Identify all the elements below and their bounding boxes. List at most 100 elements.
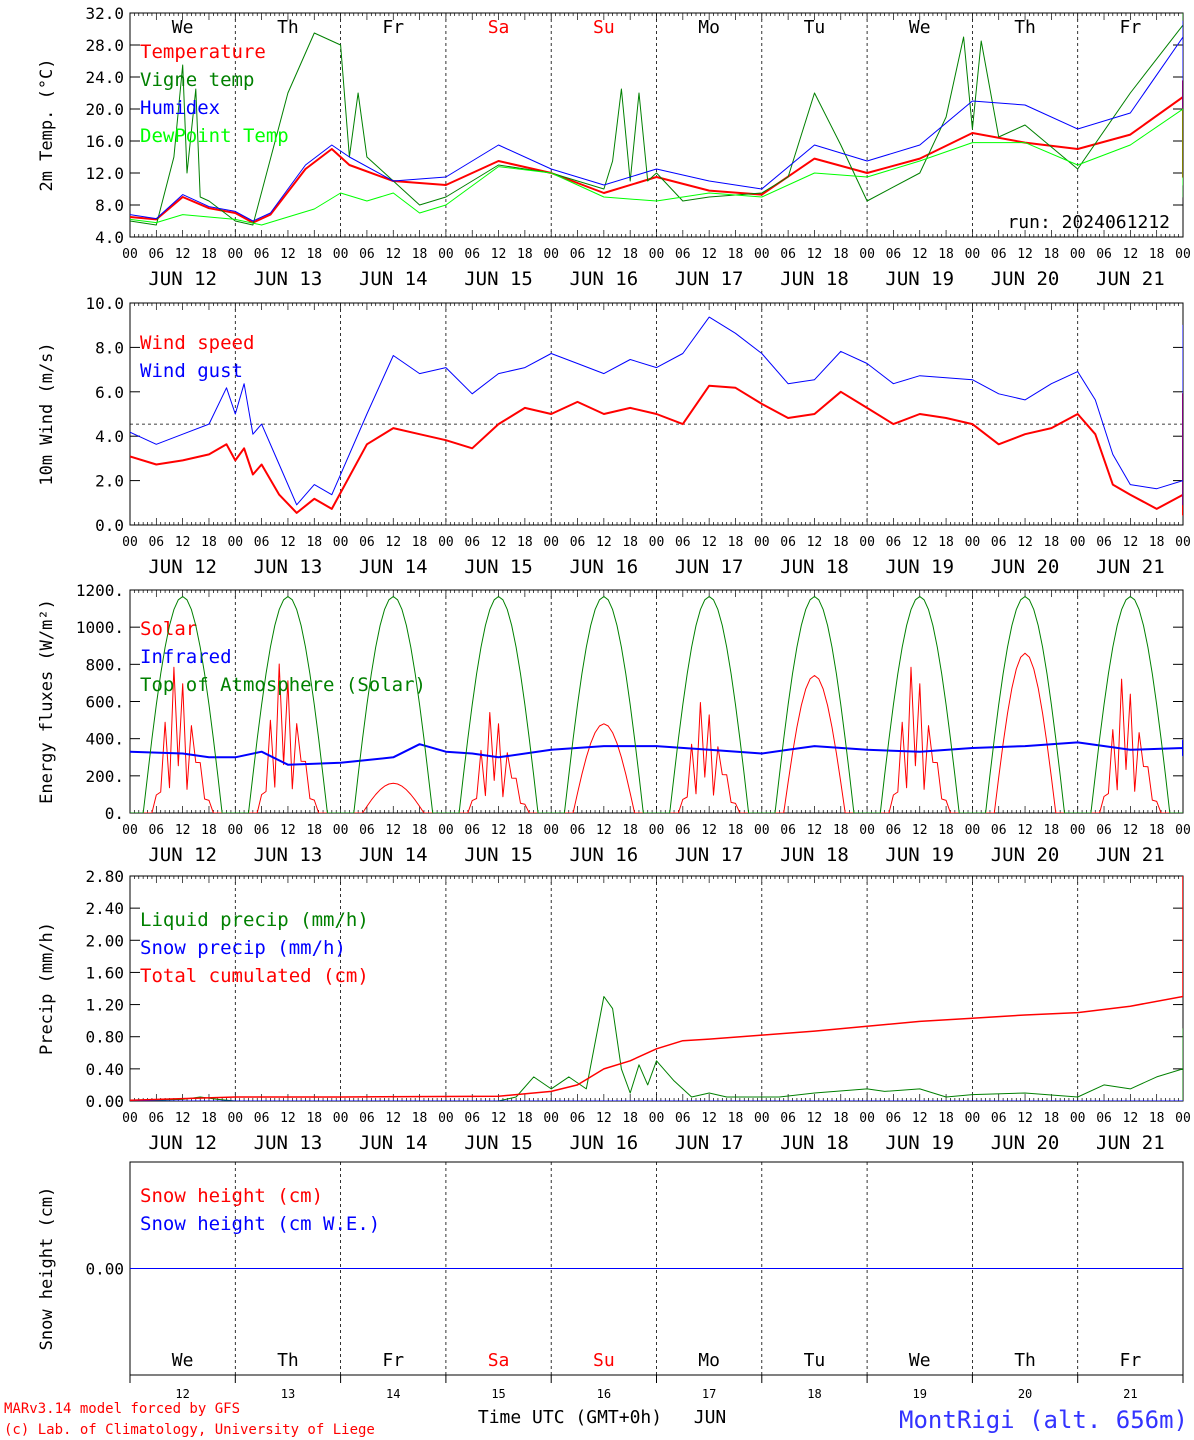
hour-label: 18: [201, 535, 217, 550]
hour-label: 00: [649, 823, 665, 838]
hour-label: 06: [886, 823, 902, 838]
day-label: Tu: [804, 17, 826, 38]
hour-label: 00: [754, 823, 770, 838]
hour-label: 12: [596, 823, 612, 838]
y-tick-label: 1000.: [76, 618, 124, 637]
y-tick-label: 1.20: [85, 996, 124, 1015]
day-label: Tu: [804, 1350, 826, 1371]
y-tick-label: 6.0: [95, 383, 124, 402]
hour-label: 00: [122, 247, 138, 262]
hour-label: 12: [596, 1111, 612, 1126]
hour-label: 18: [412, 823, 428, 838]
hour-label: 18: [938, 535, 954, 550]
date-number: 16: [597, 1387, 611, 1401]
day-label: Th: [1014, 17, 1036, 38]
hour-label: 18: [306, 247, 322, 262]
hour-label: 06: [886, 535, 902, 550]
hour-label: 18: [728, 823, 744, 838]
day-label: Sa: [488, 1350, 510, 1371]
hour-label: 12: [701, 1111, 717, 1126]
hour-label: 00: [649, 247, 665, 262]
hour-label: 06: [780, 535, 796, 550]
hour-label: 00: [122, 1111, 138, 1126]
date-label: JUN 15: [464, 268, 533, 290]
day-label: Su: [593, 1350, 615, 1371]
legend-temperature: Temperature: [140, 41, 266, 63]
hour-label: 06: [570, 823, 586, 838]
hour-label: 00: [754, 247, 770, 262]
hour-label: 06: [886, 247, 902, 262]
series-infrared: [130, 739, 1183, 766]
y-tick-label: 1200.: [76, 581, 124, 600]
y-tick-label: 16.0: [85, 132, 124, 151]
hour-label: 00: [1070, 247, 1086, 262]
hour-label: 00: [859, 247, 875, 262]
hour-label: 18: [1149, 247, 1165, 262]
y-tick-label: 4.0: [95, 228, 124, 247]
y-axis-label: Energy fluxes (W/m²): [37, 599, 57, 804]
hour-label: 00: [438, 247, 454, 262]
hour-label: 12: [175, 823, 191, 838]
hour-label: 12: [701, 247, 717, 262]
hour-label: 00: [649, 1111, 665, 1126]
series-top-of-atmosphere-solar: [130, 596, 1183, 813]
series-solar: [130, 652, 1183, 813]
run-label: run: 2024061212: [1007, 212, 1170, 233]
hour-label: 06: [148, 823, 164, 838]
hour-label: 18: [1044, 823, 1060, 838]
hour-label: 00: [543, 535, 559, 550]
y-tick-label: 1.60: [85, 963, 124, 982]
hour-label: 12: [1123, 1111, 1139, 1126]
hour-label: 12: [280, 535, 296, 550]
hour-label: 06: [1096, 1111, 1112, 1126]
hour-label: 18: [306, 823, 322, 838]
date-label: JUN 16: [570, 844, 639, 866]
hour-label: 18: [1149, 1111, 1165, 1126]
hour-label: 12: [912, 1111, 928, 1126]
hour-label: 12: [491, 1111, 507, 1126]
y-tick-label: 400.: [85, 730, 124, 749]
hour-label: 00: [333, 1111, 349, 1126]
hour-label: 00: [227, 247, 243, 262]
hour-label: 00: [1070, 823, 1086, 838]
hour-label: 00: [227, 1111, 243, 1126]
hour-label: 12: [807, 1111, 823, 1126]
date-number: 15: [491, 1387, 505, 1401]
hour-label: 18: [1044, 247, 1060, 262]
series-temperature: [130, 80, 1183, 224]
day-label: Fr: [382, 1350, 404, 1371]
day-label: Mo: [698, 17, 720, 38]
hour-label: 06: [148, 247, 164, 262]
hour-label: 12: [385, 1111, 401, 1126]
hour-label: 06: [570, 1111, 586, 1126]
hour-label: 00: [1070, 535, 1086, 550]
hour-label: 18: [1149, 535, 1165, 550]
hour-label: 00: [227, 823, 243, 838]
y-tick-label: 0.: [105, 804, 124, 823]
hour-label: 06: [148, 1111, 164, 1126]
date-label: JUN 20: [991, 844, 1060, 866]
date-label: JUN 16: [570, 268, 639, 290]
hour-label: 18: [201, 1111, 217, 1126]
y-tick-label: 4.0: [95, 427, 124, 446]
date-label: JUN 17: [675, 556, 744, 578]
y-tick-label: 2.40: [85, 899, 124, 918]
hour-label: 06: [780, 1111, 796, 1126]
lab-credit: (c) Lab. of Climatology, University of L…: [4, 1422, 375, 1438]
hour-label: 12: [596, 247, 612, 262]
hour-label: 18: [938, 247, 954, 262]
x-axis-month: JUN: [694, 1407, 727, 1428]
hour-label: 12: [1123, 823, 1139, 838]
hour-label: 00: [438, 535, 454, 550]
hour-label: 18: [622, 1111, 638, 1126]
date-label: JUN 21: [1096, 844, 1165, 866]
y-tick-label: 20.0: [85, 100, 124, 119]
y-axis-label: 2m Temp. (°C): [37, 58, 57, 191]
hour-label: 06: [780, 823, 796, 838]
hour-label: 06: [254, 823, 270, 838]
hour-label: 00: [754, 535, 770, 550]
date-number: 13: [281, 1387, 295, 1401]
hour-label: 06: [254, 247, 270, 262]
plot-frame: [129, 589, 1184, 814]
hour-label: 00: [754, 1111, 770, 1126]
